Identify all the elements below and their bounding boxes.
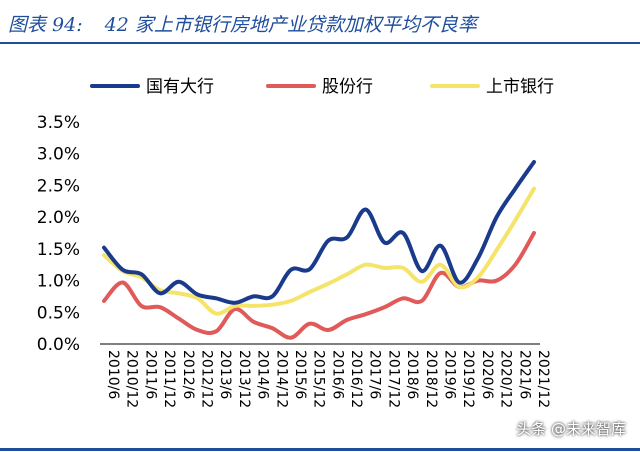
x-tick-label: 2019/12 bbox=[460, 350, 476, 408]
x-tick-label: 2016/12 bbox=[348, 350, 364, 408]
x-tick-label: 2010/6 bbox=[105, 350, 121, 399]
x-tick-label: 2013/6 bbox=[217, 350, 233, 399]
x-tick-label: 2016/6 bbox=[329, 350, 345, 399]
y-tick-label: 1.0% bbox=[37, 272, 80, 292]
x-tick-label: 2021/6 bbox=[516, 350, 532, 399]
watermark: 头条 @未来智库 bbox=[516, 420, 626, 438]
y-tick-label: 1.5% bbox=[37, 240, 80, 260]
x-tick-label: 2019/6 bbox=[442, 350, 458, 399]
y-tick-label: 0.5% bbox=[37, 303, 80, 323]
y-tick-label: 2.5% bbox=[37, 176, 80, 196]
legend-label: 上市银行 bbox=[486, 77, 554, 97]
x-tick-label: 2017/6 bbox=[367, 350, 383, 399]
figure-label: 图表 94: bbox=[8, 14, 83, 36]
y-tick-label: 0.0% bbox=[37, 335, 80, 355]
x-tick-label: 2014/12 bbox=[273, 350, 289, 408]
x-tick-label: 2018/12 bbox=[423, 350, 439, 408]
x-tick-label: 2015/6 bbox=[292, 350, 308, 399]
x-tick-label: 2013/12 bbox=[236, 350, 252, 408]
bottom-divider bbox=[0, 448, 640, 451]
title-divider bbox=[0, 42, 640, 44]
figure-title-text: 42 家上市银行房地产业贷款加权平均不良率 bbox=[104, 14, 477, 36]
x-tick-label: 2011/6 bbox=[142, 350, 158, 399]
series-line bbox=[102, 186, 536, 316]
legend-label: 股份行 bbox=[322, 77, 373, 97]
x-tick-label: 2010/12 bbox=[124, 350, 140, 408]
figure-title: 图表 94: 42 家上市银行房地产业贷款加权平均不良率 bbox=[8, 10, 608, 36]
x-tick-label: 2015/12 bbox=[311, 350, 327, 408]
y-tick-label: 3.0% bbox=[37, 145, 80, 165]
y-tick-label: 2.0% bbox=[37, 208, 80, 228]
x-tick-label: 2020/12 bbox=[498, 350, 514, 408]
x-tick-label: 2014/6 bbox=[255, 350, 271, 399]
x-tick-label: 2021/12 bbox=[535, 350, 551, 408]
series-line bbox=[102, 160, 536, 305]
x-tick-label: 2018/6 bbox=[404, 350, 420, 399]
x-tick-label: 2011/12 bbox=[161, 350, 177, 408]
x-tick-label: 2012/6 bbox=[180, 350, 196, 399]
x-tick-label: 2017/12 bbox=[385, 350, 401, 408]
x-tick-label: 2020/6 bbox=[479, 350, 495, 399]
legend-label: 国有大行 bbox=[146, 77, 214, 97]
x-tick-label: 2012/12 bbox=[198, 350, 214, 408]
y-tick-label: 3.5% bbox=[37, 113, 80, 133]
